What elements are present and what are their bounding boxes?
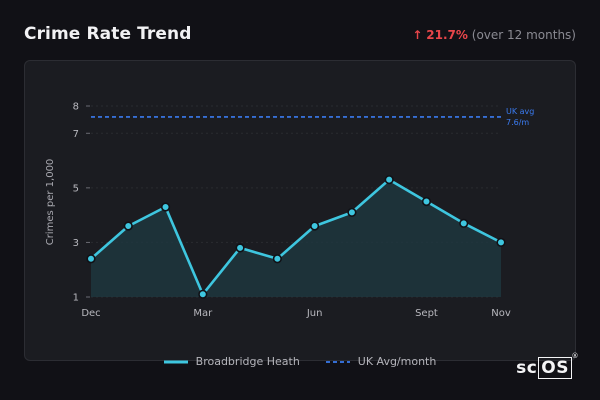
y-axis-ticks: 1 3 5 7 8 [73,102,90,304]
data-point [310,221,320,231]
scos-logo: sc OS ® [516,352,579,379]
data-point [496,237,506,248]
legend: Broadbridge Heath UK Avg/month [0,355,600,368]
series-area-fill [91,179,501,297]
uk-average-value: 7.6/m [506,118,529,127]
data-point [421,196,432,207]
legend-item-series[interactable]: Broadbridge Heath [163,355,300,368]
change-arrow-icon: ↑ [412,28,423,42]
x-tick-label: Nov [491,308,511,319]
solid-line-icon [163,360,188,363]
data-point [235,243,245,253]
data-point [272,254,282,264]
x-tick-label: Dec [81,308,100,319]
data-point [198,289,208,299]
data-point [86,254,96,264]
data-point [160,202,171,212]
legend-item-average[interactable]: UK Avg/month [325,355,437,368]
x-tick-label: Sept [415,308,438,319]
change-percent: 21.7% [426,28,468,42]
x-tick-label: Mar [193,308,213,319]
y-tick-label: 7 [73,129,79,140]
change-indicator: ↑ 21.7% (over 12 months) [412,28,576,42]
data-point [347,207,357,218]
series-line [90,178,502,296]
data-point [459,218,469,228]
y-tick-label: 1 [73,293,79,304]
chart-title: Crime Rate Trend [24,24,192,44]
data-point [123,221,133,231]
x-axis-ticks: Dec Mar Jun Sept Nov [81,308,511,319]
y-axis-label: Crimes per 1,000 [45,159,56,246]
data-points [86,175,506,299]
y-tick-label: 3 [73,238,79,249]
dashed-line-icon [325,360,350,363]
y-tick-label: 5 [73,183,79,194]
x-tick-label: Jun [306,308,323,319]
uk-average-label: UK avg [506,107,534,116]
data-point [384,175,394,185]
legend-average-label: UK Avg/month [357,355,437,368]
chart-panel [24,60,576,361]
y-tick-label: 8 [73,102,79,113]
change-period: (over 12 months) [471,28,576,42]
legend-series-label: Broadbridge Heath [195,355,300,368]
